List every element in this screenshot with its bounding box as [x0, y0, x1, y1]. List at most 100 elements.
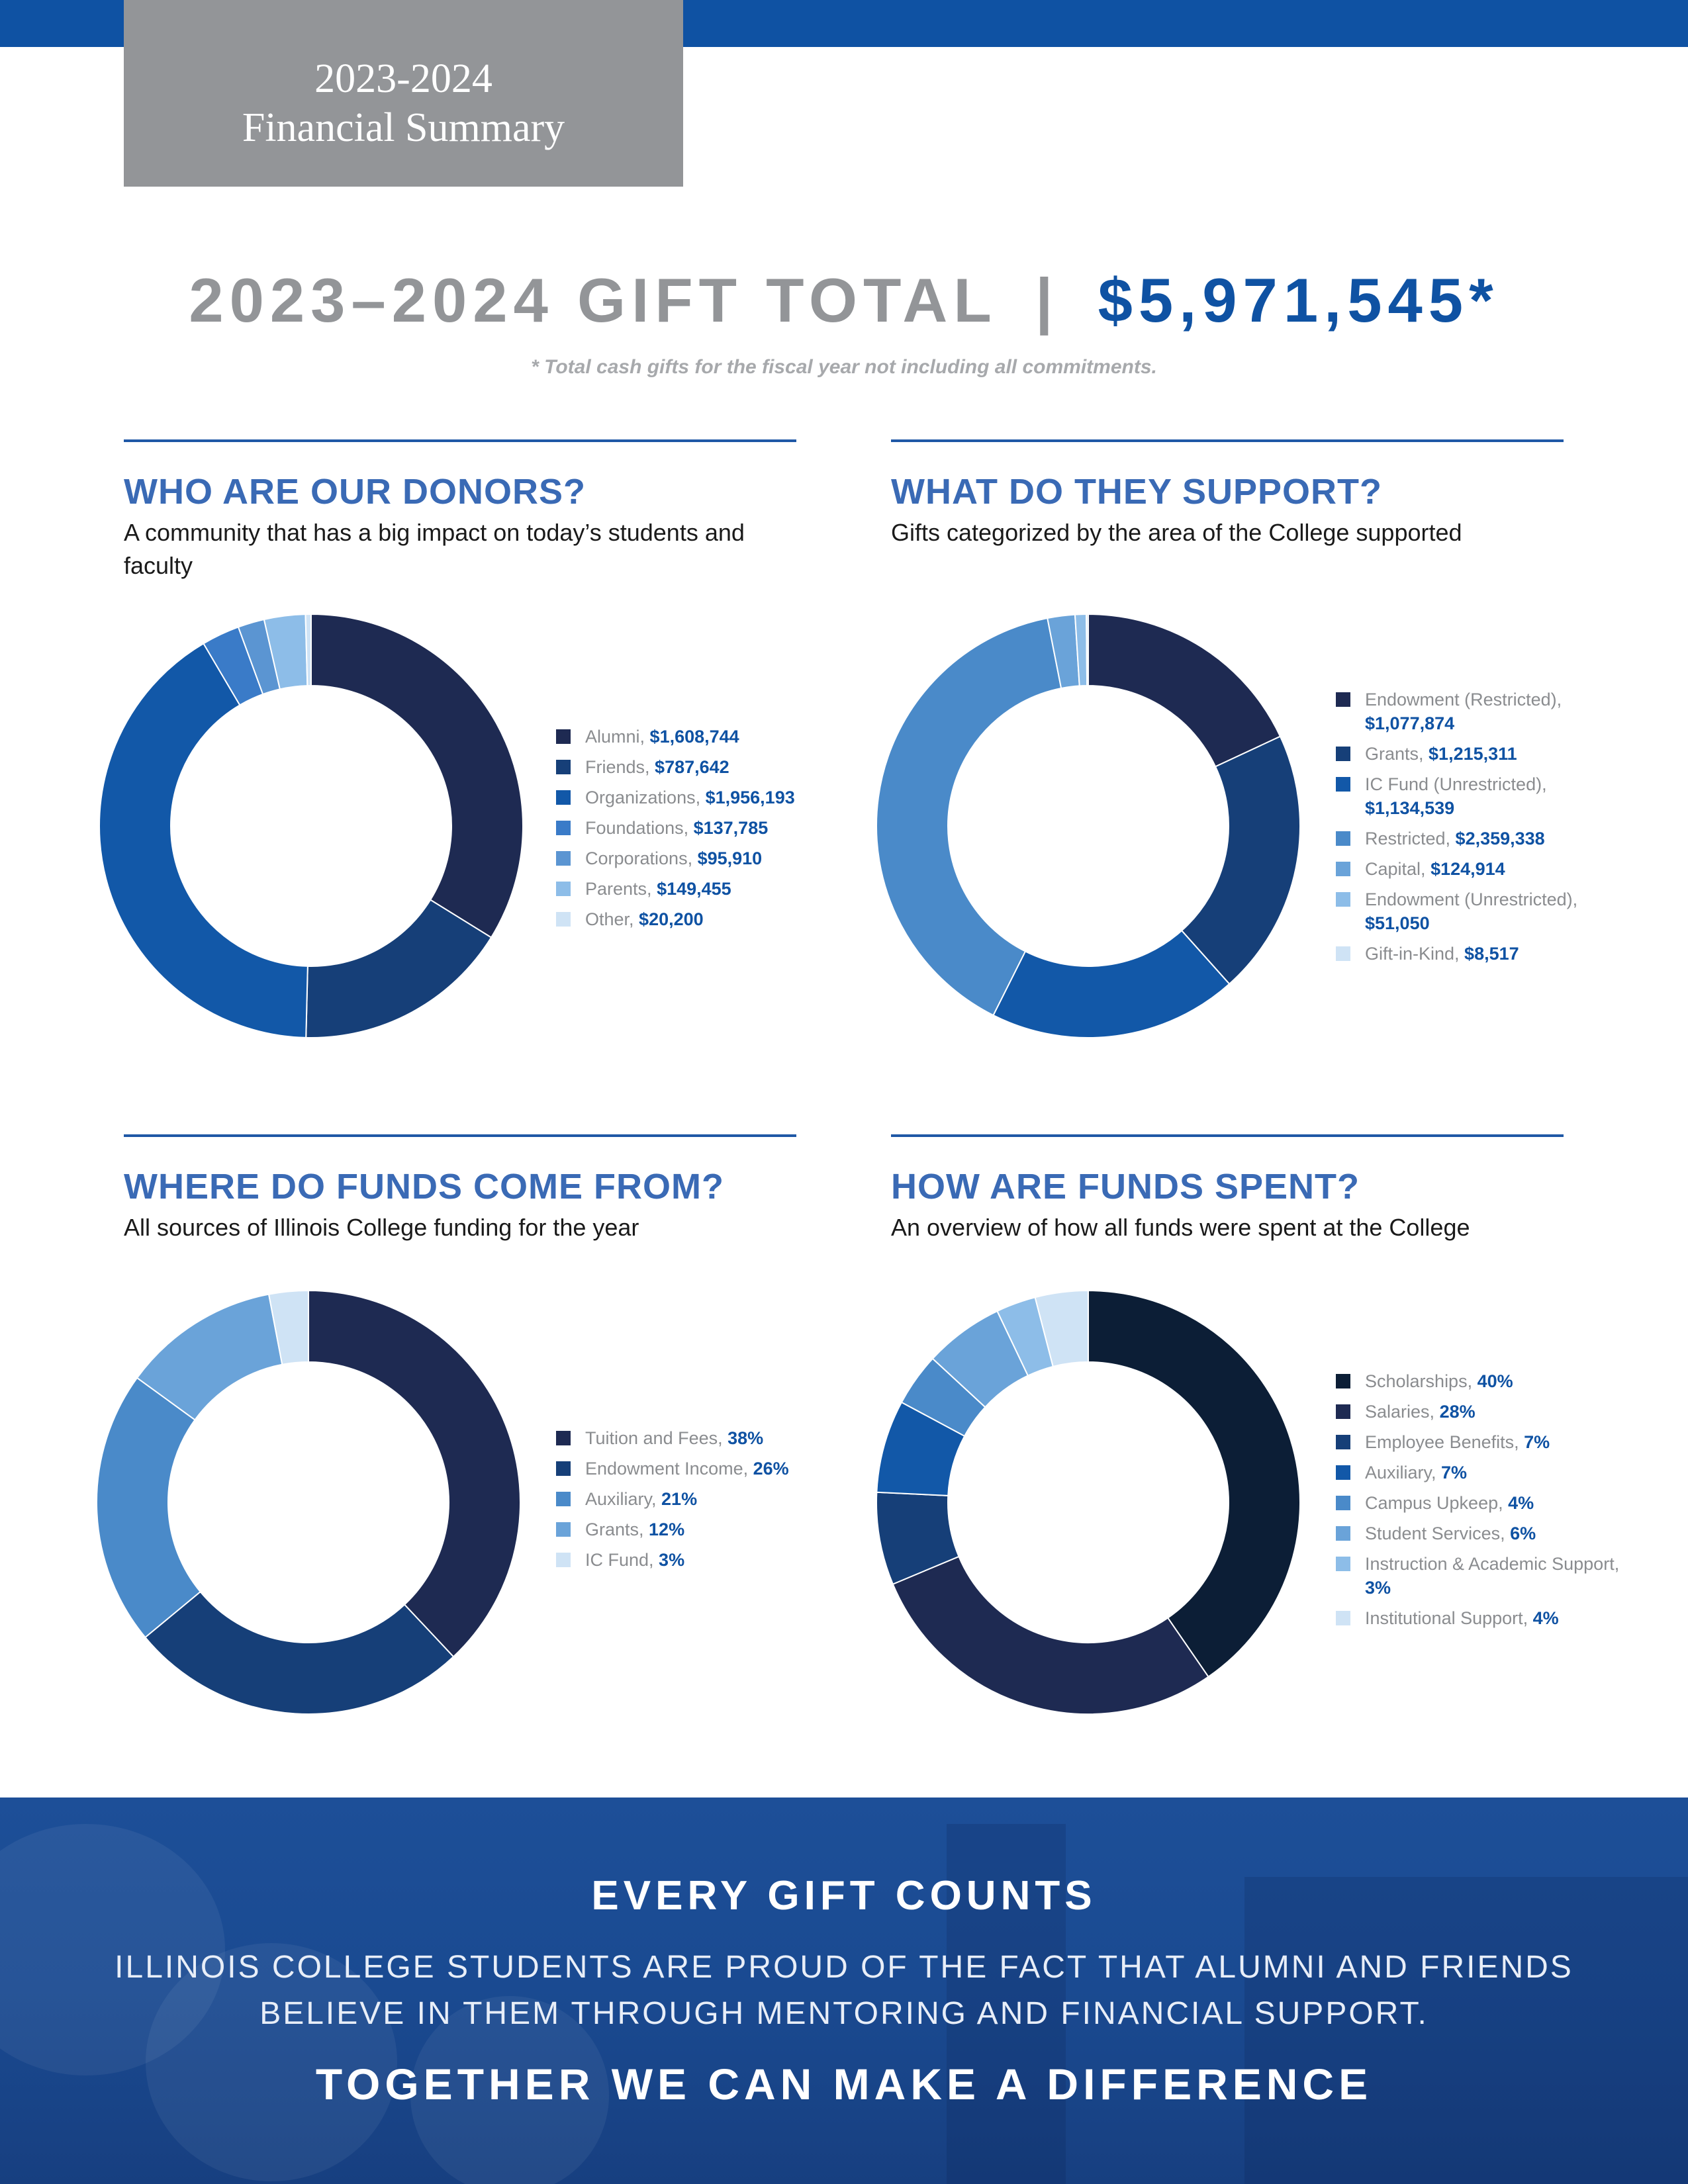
- legend-value: $1,608,744: [649, 727, 739, 747]
- section-rule: [124, 1134, 796, 1137]
- legend-swatch: [556, 729, 571, 744]
- donut-chart-sources: [96, 1289, 521, 1715]
- legend-value: $8,517: [1464, 944, 1519, 964]
- legend-support: Endowment (Restricted), $1,077,874 Grants…: [1336, 684, 1654, 969]
- legend-text: Restricted, $2,359,338: [1365, 823, 1545, 854]
- legend-swatch: [556, 882, 571, 896]
- legend-swatch: [556, 1522, 571, 1537]
- footer-background-tree: [0, 1824, 225, 2075]
- section-subheading: Gifts categorized by the area of the Col…: [891, 519, 1462, 546]
- legend-label: Other,: [585, 909, 639, 929]
- legend-value: 4%: [1532, 1608, 1559, 1628]
- gift-total-separator: |: [1035, 265, 1059, 335]
- legend-swatch: [1336, 777, 1350, 792]
- legend-value: 26%: [753, 1459, 789, 1479]
- donut-chart-support: [876, 613, 1301, 1038]
- section-sources: WHERE DO FUNDS COME FROM? All sources of…: [124, 1134, 799, 1244]
- legend-value: 21%: [661, 1489, 698, 1509]
- gift-total-label: 2023–2024 GIFT TOTAL: [189, 265, 997, 335]
- donut-slice-support-1: [1180, 735, 1301, 985]
- legend-swatch: [1336, 1557, 1350, 1571]
- section-heading: WHAT DO THEY SUPPORT?: [891, 472, 1383, 512]
- legend-text: Employee Benefits, 7%: [1365, 1427, 1550, 1457]
- legend-text: Organizations, $1,956,193: [585, 782, 795, 813]
- legend-swatch: [1336, 862, 1350, 876]
- legend-label: Instruction & Academic Support,: [1365, 1554, 1620, 1574]
- legend-value: $1,077,874: [1365, 713, 1455, 733]
- legend-label: Grants,: [1365, 744, 1429, 764]
- legend-item: Campus Upkeep, 4%: [1336, 1488, 1640, 1518]
- legend-item: Instruction & Academic Support, 3%: [1336, 1549, 1640, 1603]
- donut-slice-donors-6: [305, 613, 312, 687]
- legend-label: IC Fund,: [585, 1550, 659, 1570]
- legend-value: $1,134,539: [1365, 798, 1455, 818]
- legend-text: Alumni, $1,608,744: [585, 721, 739, 752]
- legend-text: Endowment (Restricted), $1,077,874: [1365, 684, 1562, 739]
- legend-item: Organizations, $1,956,193: [556, 782, 834, 813]
- legend-item: Salaries, 28%: [1336, 1396, 1640, 1427]
- legend-text: Other, $20,200: [585, 904, 704, 934]
- footer-closing: TOGETHER WE CAN MAKE A DIFFERENCE: [315, 2060, 1373, 2109]
- section-subheading: A community that has a big impact on tod…: [124, 519, 745, 579]
- donut-slice-sources-2: [96, 1377, 202, 1639]
- section-rule: [891, 1134, 1564, 1137]
- legend-label: Organizations,: [585, 788, 706, 807]
- legend-swatch: [1336, 1374, 1350, 1388]
- legend-text: Institutional Support, 4%: [1365, 1603, 1559, 1633]
- legend-item: Capital, $124,914: [1336, 854, 1654, 884]
- legend-spending: Scholarships, 40% Salaries, 28% Employee B…: [1336, 1366, 1640, 1633]
- gift-total-note: * Total cash gifts for the fiscal year n…: [531, 356, 1157, 378]
- legend-swatch: [1336, 892, 1350, 907]
- footer-background-tree: [410, 1996, 609, 2184]
- legend-item: Gift-in-Kind, $8,517: [1336, 938, 1654, 969]
- legend-value: $51,050: [1365, 913, 1430, 933]
- legend-swatch: [556, 1461, 571, 1476]
- legend-swatch: [1336, 1526, 1350, 1541]
- legend-swatch: [556, 821, 571, 835]
- legend-item: Endowment (Unrestricted), $51,050: [1336, 884, 1654, 938]
- legend-text: IC Fund (Unrestricted), $1,134,539: [1365, 769, 1547, 823]
- legend-item: Alumni, $1,608,744: [556, 721, 834, 752]
- legend-value: $2,359,338: [1455, 829, 1545, 848]
- title-text: Financial Summary: [242, 105, 565, 150]
- legend-swatch: [1336, 1404, 1350, 1419]
- legend-label: Foundations,: [585, 818, 694, 838]
- legend-swatch: [1336, 831, 1350, 846]
- legend-value: 7%: [1441, 1463, 1468, 1482]
- legend-item: Endowment Income, 26%: [556, 1453, 834, 1484]
- donut-slice-sources-1: [144, 1590, 455, 1715]
- legend-value: 6%: [1510, 1524, 1536, 1543]
- section-heading: WHERE DO FUNDS COME FROM?: [124, 1167, 724, 1206]
- footer-banner: EVERY GIFT COUNTS ILLINOIS COLLEGE STUDE…: [0, 1797, 1688, 2184]
- legend-label: Tuition and Fees,: [585, 1428, 728, 1448]
- legend-swatch: [1336, 1496, 1350, 1510]
- donut-slice-sources-4: [267, 1289, 309, 1365]
- legend-item: Other, $20,200: [556, 904, 834, 934]
- legend-text: Friends, $787,642: [585, 752, 729, 782]
- legend-label: Auxiliary,: [585, 1489, 662, 1509]
- legend-value: $95,910: [697, 848, 763, 868]
- legend-item: Grants, $1,215,311: [1336, 739, 1654, 769]
- donut-slice-support-6: [1086, 613, 1089, 687]
- legend-text: Campus Upkeep, 4%: [1365, 1488, 1534, 1518]
- legend-text: Corporations, $95,910: [585, 843, 762, 874]
- footer-message: ILLINOIS COLLEGE STUDENTS ARE PROUD OF T…: [0, 1944, 1688, 2037]
- footer-message-line: ILLINOIS COLLEGE STUDENTS ARE PROUD OF T…: [115, 1950, 1573, 1985]
- legend-item: Employee Benefits, 7%: [1336, 1427, 1640, 1457]
- legend-item: Foundations, $137,785: [556, 813, 834, 843]
- legend-value: 4%: [1508, 1493, 1534, 1513]
- legend-item: IC Fund (Unrestricted), $1,134,539: [1336, 769, 1654, 823]
- legend-label: Auxiliary,: [1365, 1463, 1442, 1482]
- legend-sources: Tuition and Fees, 38% Endowment Income, 2…: [556, 1423, 834, 1575]
- legend-value: 7%: [1524, 1432, 1550, 1452]
- footer-background-tree: [146, 1943, 397, 2181]
- legend-label: Student Services,: [1365, 1524, 1511, 1543]
- legend-value: 3%: [659, 1550, 685, 1570]
- legend-label: Campus Upkeep,: [1365, 1493, 1509, 1513]
- legend-swatch: [556, 851, 571, 866]
- section-subheading: All sources of Illinois College funding …: [124, 1214, 639, 1241]
- legend-text: Auxiliary, 7%: [1365, 1457, 1467, 1488]
- donut-slice-spending-1: [892, 1555, 1209, 1715]
- legend-item: Tuition and Fees, 38%: [556, 1423, 834, 1453]
- legend-label: Grants,: [585, 1520, 649, 1539]
